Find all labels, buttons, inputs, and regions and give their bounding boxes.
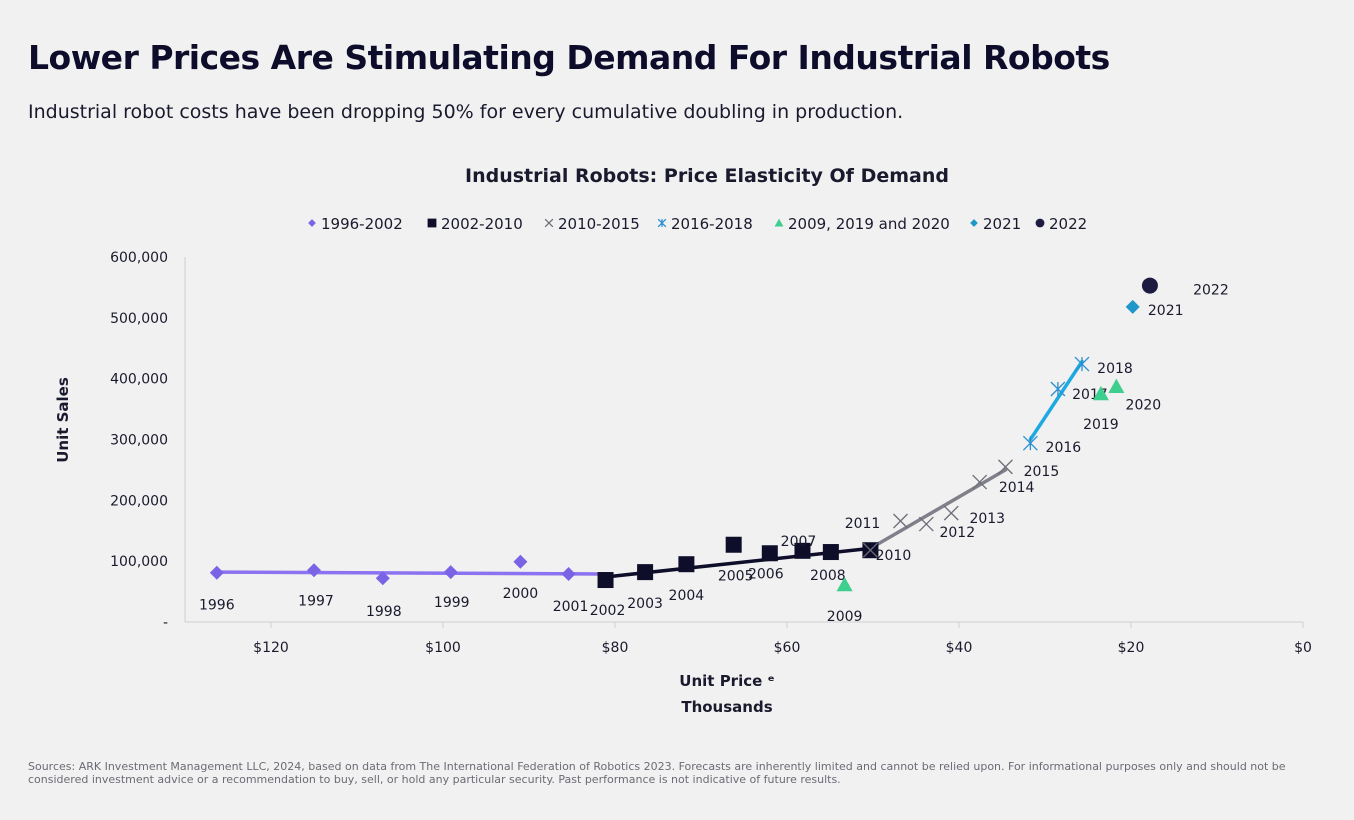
x-tick-label: $40 [946,640,973,656]
y-tick-label: 200,000 [110,493,168,509]
legend-label: 2022 [1049,215,1087,233]
data-point-2004 [678,556,695,573]
y-tick-label: 400,000 [110,372,168,388]
legend-label: 2016-2018 [671,215,753,233]
data-point-2000 [513,554,528,569]
trend-line [1028,359,1084,442]
x-marker [544,218,554,228]
data-point-2013 [943,505,959,521]
data-label: 2014 [999,480,1035,496]
square-marker [427,218,437,228]
data-point-2009 [836,576,853,592]
data-label: 2015 [1024,464,1060,480]
data-point-2008 [822,544,839,561]
x-tick-label: $0 [1294,640,1312,656]
legend-label: 2021 [983,215,1021,233]
x-tick-label: $60 [774,640,801,656]
data-point-2017 [1050,381,1066,397]
legend-label: 2002-2010 [441,215,523,233]
legend-label: 2010-2015 [558,215,640,233]
data-point-1999 [443,565,458,580]
data-points: 1996 1997 1998 1999 2000 2001 2002 2003 2004 2005… [199,277,1229,625]
data-label: 1997 [298,593,334,609]
chart-title: Industrial Robots: Price Elasticity Of D… [465,165,949,187]
data-point-2012 [918,516,934,532]
data-point-2018 [1074,356,1090,372]
page-subtitle: Industrial robot costs have been droppin… [28,101,904,123]
data-label: 2019 [1083,417,1119,433]
data-label: 2010 [876,548,912,564]
data-point-2019 [1092,385,1109,401]
data-label: 2001 [553,599,589,615]
data-label: 2005 [718,569,754,585]
data-label: 2006 [748,566,784,582]
legend-label: 2009, 2019 and 2020 [788,215,950,233]
data-label: 1999 [434,595,470,611]
trend-line [215,570,608,576]
data-point-2011 [893,513,908,529]
data-label: 1996 [199,598,235,614]
data-point-2015 [997,459,1013,475]
chart-legend: 1996-2002 2002-2010 2010-2015 2016-2018 2009… [308,215,1087,233]
x-axis-label: Unit Price ᵉ [679,672,774,690]
trend-lines [215,359,1084,579]
data-label: 2022 [1193,283,1229,299]
data-point-2021 [1125,299,1140,314]
data-point-1998 [375,571,390,586]
data-label: 2013 [969,511,1005,527]
y-axis-label: Unit Sales [54,377,72,463]
data-label: 1998 [366,604,402,620]
data-point-2006 [761,545,778,562]
asterisk-marker [657,218,667,228]
data-point-1996 [209,565,224,580]
data-label: 2004 [669,588,705,604]
y-tick-label: - [163,615,168,631]
data-point-2010 [862,542,878,558]
trend-line [868,468,1008,551]
x-tick-label: $120 [253,640,289,656]
data-label: 2020 [1126,398,1162,414]
data-label: 2008 [810,568,846,584]
chart-axes: - 100,000 200,000 300,000 400,000 500,000 600,… [110,250,1312,656]
source-footnote: Sources: ARK Investment Management LLC, … [28,760,1286,786]
data-point-2002 [597,572,614,589]
data-label: 2012 [939,525,975,541]
data-label: 2021 [1148,303,1184,319]
y-tick-label: 600,000 [110,250,168,266]
legend-label: 1996-2002 [321,215,403,233]
diamond-marker [308,219,316,227]
x-tick-label: $20 [1118,640,1145,656]
page-title: Lower Prices Are Stimulating Demand For … [28,38,1110,77]
data-point-2001 [561,566,576,581]
data-label: 2011 [845,516,881,532]
y-tick-label: 100,000 [110,554,168,570]
triangle-marker [774,218,784,227]
x-axis-sublabel: Thousands [681,698,772,716]
y-tick-label: 300,000 [110,433,168,449]
data-label: 2007 [781,534,817,550]
data-label: 2016 [1046,440,1082,456]
diamond-marker [970,219,978,227]
circle-marker [1035,218,1045,228]
data-point-2003 [637,564,654,581]
data-label: 2009 [827,609,863,625]
data-label: 2018 [1097,361,1133,377]
data-point-2022 [1141,277,1158,294]
data-point-2005 [725,536,742,553]
data-point-2007 [794,542,811,559]
data-point-2020 [1108,378,1125,393]
x-tick-label: $80 [602,640,629,656]
data-point-2016 [1022,435,1038,451]
data-label: 2002 [590,603,626,619]
data-point-1997 [307,563,321,578]
data-label: 2003 [627,596,663,612]
data-point-2014 [972,474,988,490]
y-tick-label: 500,000 [110,311,168,327]
data-label: 2000 [503,586,539,602]
x-tick-label: $100 [425,640,461,656]
